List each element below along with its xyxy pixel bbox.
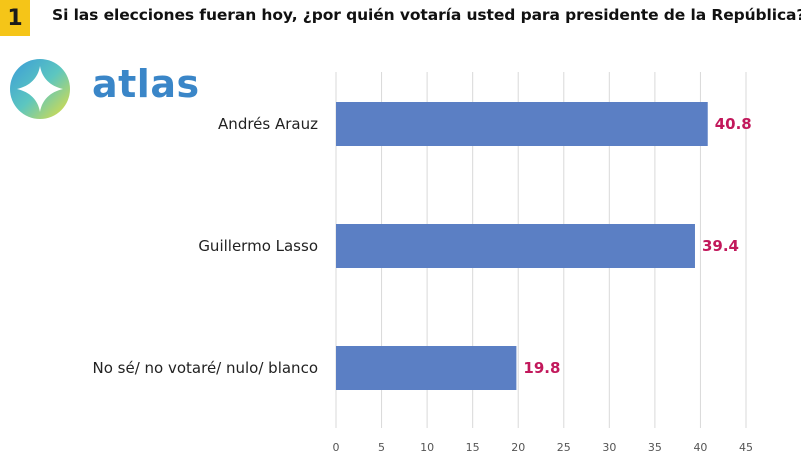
x-tick-label: 40 [693,441,707,454]
logo-text: atlas [92,62,200,106]
x-tick-label: 20 [511,441,525,454]
x-tick-label: 35 [648,441,662,454]
x-tick-label: 30 [602,441,616,454]
x-tick-label: 10 [420,441,434,454]
bar [336,102,708,146]
data-label: 40.8 [715,115,752,133]
data-label: 39.4 [702,237,739,255]
x-tick-label: 0 [333,441,340,454]
labels: Andrés Arauz 40.8 Guillermo Lasso 39.4 No sé… [93,115,752,377]
header: 1 Si las elecciones fueran hoy, ¿por qui… [0,0,801,40]
category-label: Guillermo Lasso [198,237,318,255]
x-axis-ticks: 0 5 10 15 20 25 30 35 40 45 [333,441,754,454]
x-tick-label: 25 [557,441,571,454]
bar [336,346,517,390]
x-tick-label: 5 [378,441,385,454]
atlas-logo-icon [10,59,70,119]
atlas-logo: atlas [6,56,199,122]
bar [336,224,695,268]
data-label: 19.8 [523,359,560,377]
bars [336,102,708,390]
chart-title: Si las elecciones fueran hoy, ¿por quién… [52,6,801,24]
category-label: Andrés Arauz [218,115,318,133]
category-label: No sé/ no votaré/ nulo/ blanco [93,359,319,377]
question-number-badge: 1 [0,0,30,36]
x-tick-label: 15 [466,441,480,454]
x-tick-label: 45 [739,441,753,454]
